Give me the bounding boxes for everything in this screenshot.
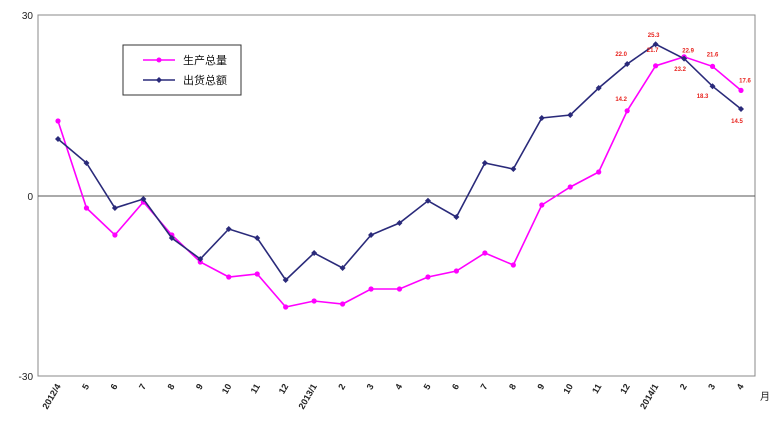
data-label: 21.6 xyxy=(707,52,719,58)
data-label: 23.2 xyxy=(674,67,686,73)
data-point xyxy=(738,87,744,93)
data-point xyxy=(539,202,545,208)
x-tick-label: 2 xyxy=(336,382,347,391)
data-point xyxy=(624,61,631,67)
data-label: 14.2 xyxy=(615,97,627,103)
x-tick-label: 9 xyxy=(535,382,546,391)
legend-box xyxy=(122,44,242,96)
x-tick-label: 2012/4 xyxy=(40,382,62,411)
data-point xyxy=(83,160,90,166)
data-point xyxy=(510,262,516,268)
data-point xyxy=(111,205,118,211)
data-point xyxy=(368,232,375,238)
data-point xyxy=(425,274,431,280)
data-point xyxy=(282,277,289,283)
x-tick-label: 9 xyxy=(194,382,205,391)
data-point xyxy=(510,166,517,172)
data-point xyxy=(396,220,403,226)
data-point xyxy=(681,55,688,62)
x-tick-label: 10 xyxy=(220,382,234,396)
legend-label-production: 生产总量 xyxy=(183,53,227,67)
legend: 生产总量 出货总额 xyxy=(122,44,242,96)
x-tick-label: 10 xyxy=(561,382,575,396)
x-tick-label: 6 xyxy=(450,382,461,391)
data-point xyxy=(311,298,317,304)
legend-marker-shipment xyxy=(156,77,162,83)
data-point xyxy=(283,304,289,310)
x-tick-label: 12 xyxy=(277,382,291,396)
data-point xyxy=(595,85,602,91)
x-tick-label: 3 xyxy=(706,382,717,391)
x-tick-label: 2013/1 xyxy=(296,382,318,411)
x-tick-label: 3 xyxy=(365,382,376,391)
y-tick-label-bottom: -30 xyxy=(19,372,34,383)
data-point xyxy=(226,274,232,280)
data-point xyxy=(652,41,659,48)
data-point xyxy=(168,235,175,241)
x-tick-label: 4 xyxy=(735,382,746,391)
data-point xyxy=(197,256,204,262)
x-tick-label: 4 xyxy=(393,382,404,391)
x-tick-label: 7 xyxy=(137,382,148,391)
data-label: 14.5 xyxy=(731,119,743,125)
x-axis-ticks: 2012/4 5 6 7 8 9 10 11 12 2013/1 2 3 4 5 6 7 8 9 10 11 12 201… xyxy=(40,382,745,411)
data-point xyxy=(311,250,318,256)
data-point xyxy=(738,106,744,112)
data-label: 17.6 xyxy=(739,78,751,84)
data-point xyxy=(339,301,346,307)
series-layer xyxy=(55,41,744,310)
data-point xyxy=(140,196,147,202)
legend-label-shipment: 出货总额 xyxy=(183,73,227,87)
x-tick-label: 7 xyxy=(478,382,489,391)
data-point xyxy=(254,271,260,277)
data-point xyxy=(624,108,630,114)
data-point xyxy=(453,214,460,220)
legend-marker-production xyxy=(156,57,162,63)
data-point xyxy=(596,169,602,175)
data-point xyxy=(709,83,716,90)
x-tick-label: 5 xyxy=(422,382,433,391)
data-point xyxy=(424,197,431,204)
data-point xyxy=(481,160,488,166)
x-tick-label: 6 xyxy=(108,382,119,391)
x-tick-label: 12 xyxy=(618,382,632,396)
data-point xyxy=(482,250,488,256)
data-point xyxy=(567,112,574,118)
x-tick-label: 11 xyxy=(249,382,262,395)
data-point xyxy=(254,235,261,241)
data-point xyxy=(112,232,118,238)
data-point xyxy=(709,63,716,69)
data-point xyxy=(653,63,659,69)
x-tick-label: 8 xyxy=(507,382,518,391)
data-point xyxy=(339,265,346,271)
data-label: 22.9 xyxy=(682,49,694,55)
x-tick-label: 2 xyxy=(678,382,689,391)
data-labels-layer: 14.2 21.7 23.2 21.6 17.6 22.0 25.3 22.9 18.3 14.5 xyxy=(615,33,751,125)
x-axis-unit: 月 xyxy=(760,391,770,403)
data-point xyxy=(567,184,573,190)
data-label: 18.3 xyxy=(697,94,709,100)
x-tick-label: 11 xyxy=(590,382,603,395)
data-point xyxy=(368,286,374,292)
data-point xyxy=(538,115,545,121)
data-point xyxy=(396,286,403,292)
x-tick-label: 2014/1 xyxy=(638,382,660,411)
y-tick-label-top: 30 xyxy=(22,11,34,22)
data-label: 21.7 xyxy=(647,48,659,54)
data-point xyxy=(55,136,61,142)
data-point xyxy=(83,205,90,211)
x-tick-label: 5 xyxy=(80,382,91,391)
data-label: 22.0 xyxy=(615,52,627,58)
x-tick-label: 8 xyxy=(165,382,176,391)
y-tick-label-zero: 0 xyxy=(27,192,33,203)
data-point xyxy=(453,268,460,274)
data-label: 25.3 xyxy=(648,33,660,39)
data-point xyxy=(225,226,232,232)
data-point xyxy=(55,118,61,124)
